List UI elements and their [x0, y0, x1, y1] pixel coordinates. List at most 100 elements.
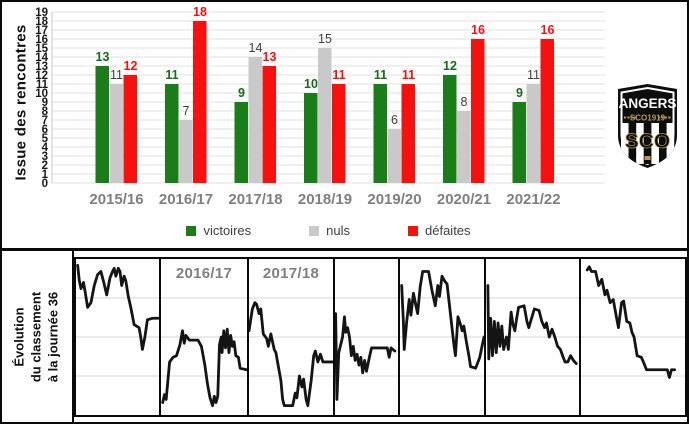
- bar-défaites-2020/21: [471, 39, 485, 183]
- legend-swatch: [186, 225, 197, 236]
- bar-nuls-2015/16: [109, 84, 123, 183]
- y-tick-label: 6: [42, 124, 48, 136]
- bar-victoires-2020/21: [443, 75, 457, 183]
- y-tick-label: 14: [35, 52, 48, 64]
- bar-victoires-2017/18: [234, 102, 248, 183]
- y-tick-label: 17: [35, 25, 48, 37]
- x-category-label: 2016/17: [159, 191, 213, 208]
- sparkline-panel-2018/19: 2018/19: [335, 257, 400, 417]
- legend-swatch: [408, 225, 418, 236]
- sparkline-panel-2021/22: 2021/22: [581, 257, 687, 417]
- ranking-line: [163, 329, 247, 405]
- y-tick-label: 3: [42, 151, 48, 163]
- ranking-line: [488, 286, 576, 364]
- x-category-label: 2021/22: [506, 191, 560, 208]
- sparkline-chart: [581, 259, 685, 415]
- bar-value-label: 9: [516, 86, 523, 100]
- legend-entry-nuls: nuls: [309, 223, 350, 238]
- ranking-line: [78, 265, 159, 349]
- bar-nuls-2019/20: [387, 129, 401, 183]
- x-category-label: 2018/19: [298, 191, 352, 208]
- legend-label: défaites: [425, 223, 471, 238]
- bar-value-label: 13: [263, 50, 277, 64]
- legend-label: nuls: [326, 223, 350, 238]
- bar-value-label: 18: [193, 5, 207, 19]
- y-tick-label: 10: [35, 88, 48, 100]
- sparkline-chart: [486, 259, 579, 415]
- bar-nuls-2020/21: [457, 111, 471, 183]
- bar-nuls-2017/18: [248, 57, 262, 183]
- y-tick-label: 13: [35, 61, 48, 73]
- bar-défaites-2021/22: [540, 39, 554, 183]
- y-tick-label: 12: [35, 70, 48, 82]
- bar-value-label: 16: [541, 23, 555, 37]
- bar-value-label: 11: [402, 68, 415, 82]
- bar-nuls-2018/19: [318, 48, 332, 183]
- sparkline-chart: [400, 259, 484, 415]
- sparkline-panel-2015/16: 2015/16: [74, 257, 161, 417]
- bar-défaites-2018/19: [332, 84, 346, 183]
- sparkline-panels: 2015/16 2016/17 2017/18 2018/192019/202020/…: [74, 251, 687, 422]
- legend-swatch: [309, 225, 320, 236]
- ranking-line: [249, 303, 333, 406]
- bar-value-label: 16: [471, 23, 485, 37]
- y-tick-label: 18: [35, 16, 48, 28]
- bar-value-label: 13: [96, 50, 110, 64]
- bar-value-label: 11: [332, 68, 345, 82]
- logo-club-name: ANGERS: [619, 96, 677, 111]
- legend-entry-défaites: défaites: [408, 223, 471, 238]
- bar-chart-plot: 0123456789101112131415161718191311122015…: [35, 5, 605, 208]
- bar-value-label: 8: [461, 95, 468, 109]
- ranking-line: [402, 271, 484, 368]
- bar-défaites-2016/17: [193, 21, 207, 183]
- sparkline-season-label: 2016/17: [175, 265, 233, 282]
- bar-victoires-2018/19: [304, 93, 318, 183]
- bar-value-label: 11: [527, 68, 540, 82]
- sparkline-chart: [335, 259, 398, 415]
- x-category-label: 2015/16: [89, 191, 143, 208]
- bar-victoires-2019/20: [373, 84, 387, 183]
- y-tick-label: 15: [35, 43, 48, 55]
- bar-value-label: 11: [165, 68, 178, 82]
- y-tick-label: 11: [36, 79, 49, 91]
- bar-value-label: 11: [374, 68, 387, 82]
- y-tick-label: 7: [42, 115, 48, 127]
- bar-défaites-2019/20: [401, 84, 415, 183]
- bar-value-label: 9: [238, 86, 245, 100]
- y-tick-label: 8: [42, 106, 49, 118]
- sparkline-chart: [76, 259, 159, 415]
- bar-nuls-2016/17: [179, 120, 193, 183]
- logo-gold-mark: [644, 156, 651, 160]
- x-category-label: 2017/18: [228, 191, 282, 208]
- bar-victoires-2016/17: [165, 84, 179, 183]
- bar-chart-legend: victoires nuls défaites: [52, 223, 605, 238]
- sparkline-title-line3: à la journée 36: [45, 291, 61, 382]
- sparkline-title-line2: du classement: [28, 291, 44, 382]
- sparkline-chart: [161, 259, 247, 415]
- bar-value-label: 7: [183, 104, 190, 118]
- bar-value-label: 15: [318, 32, 332, 46]
- sparkline-season-label: 2017/18: [262, 265, 320, 282]
- bar-victoires-2015/16: [95, 66, 109, 183]
- y-tick-label: 9: [42, 97, 48, 109]
- sparkline-chart: [249, 259, 333, 415]
- sparkline-panel-2017/18: 2017/18: [249, 257, 335, 417]
- x-category-label: 2020/21: [437, 191, 491, 208]
- bar-victoires-2021/22: [512, 102, 526, 183]
- angers-sco-logo: ANGERS SCO SCO1919: [618, 84, 677, 168]
- y-tick-label: 19: [35, 7, 48, 19]
- bar-value-label: 12: [124, 59, 138, 73]
- bar-value-label: 11: [110, 68, 123, 82]
- legend-entry-victoires: victoires: [186, 223, 251, 238]
- x-category-label: 2019/20: [367, 191, 421, 208]
- y-tick-label: 16: [35, 34, 48, 46]
- ranking-line: [336, 314, 395, 400]
- bar-value-label: 10: [304, 77, 318, 91]
- bar-value-label: 6: [391, 113, 398, 127]
- bar-défaites-2017/18: [262, 66, 276, 183]
- legend-label: victoires: [203, 223, 252, 238]
- bar-value-label: 14: [249, 41, 263, 55]
- ranking-line: [587, 267, 674, 378]
- y-tick-label: 0: [42, 178, 48, 190]
